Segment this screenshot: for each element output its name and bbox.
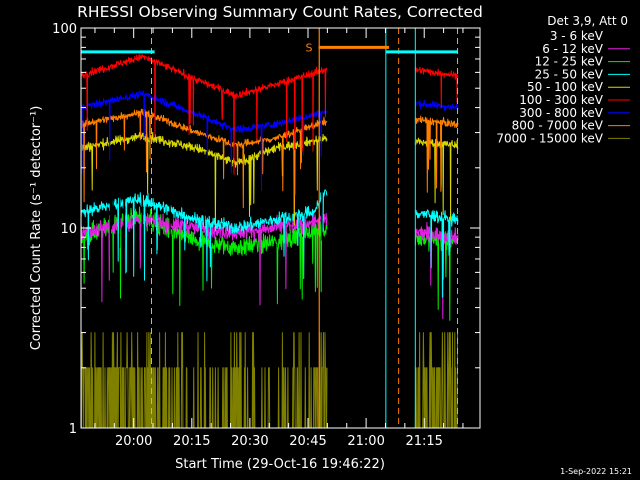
legend-header: Det 3,9, Att 0: [547, 14, 628, 28]
x-tick-label-2100: 21:00: [347, 434, 384, 449]
x-tick-label-2045: 20:45: [289, 434, 326, 449]
series-line-50-100kev-segment-1: [80, 131, 328, 231]
legend-label-3-6kev: 3 - 6 keV: [550, 29, 604, 43]
chart-title: RHESSI Observing Summary Count Rates, Co…: [77, 3, 483, 21]
series-line-300-800kev-segment-2: [414, 99, 459, 111]
date-stamp: 1-Sep-2022 15:21: [560, 467, 632, 476]
series-line-6-12kev-segment-1: [80, 209, 328, 306]
legend-label-6-12kev: 6 - 12 keV: [542, 42, 604, 56]
x-tick-label-2015: 20:15: [173, 434, 210, 449]
y-axis-label: Corrected Count Rate (s⁻¹ detector⁻¹): [29, 106, 44, 351]
x-tick-label-2115: 21:15: [405, 434, 442, 449]
legend-label-50-100kev: 50 - 100 keV: [527, 80, 604, 94]
legend-label-25-50kev: 25 - 50 keV: [535, 67, 604, 81]
series-line-100-300kev-segment-1: [80, 53, 328, 175]
series-line-800-7000kev-segment-2: [414, 115, 459, 193]
y-tick-label-10: 10: [60, 222, 77, 237]
plot-data-layer: [80, 53, 459, 429]
x-axis-ticks: 20:00 20:15 20:30 20:45 21:00 21:15: [94, 28, 464, 449]
y-tick-label-100: 100: [52, 22, 77, 37]
series-line-3-6kev-segment-1: [80, 170, 328, 257]
series-line-25-50kev-segment-1: [80, 189, 328, 282]
legend-label-100-300kev: 100 - 300 keV: [519, 93, 603, 107]
x-tick-label-2030: 20:30: [231, 434, 268, 449]
saa-label: S: [305, 41, 312, 54]
legend-label-7000-15000kev: 7000 - 15000 keV: [496, 131, 603, 145]
legend-label-800-7000kev: 800 - 7000 keV: [512, 119, 604, 133]
series-line-6-12kev-segment-2: [414, 221, 459, 320]
y-axis-ticks: 1 10 100: [52, 22, 480, 437]
series-line-300-800kev-segment-1: [80, 90, 328, 191]
legend-label-12-25kev: 12 - 25 keV: [535, 55, 604, 69]
x-tick-label-2000: 20:00: [115, 434, 152, 449]
y-tick-label-1: 1: [69, 422, 77, 437]
x-axis-label: Start Time (29-Oct-16 19:46:22): [175, 457, 385, 472]
legend-label-300-800kev: 300 - 800 keV: [519, 106, 603, 120]
series-line-800-7000kev-segment-1: [80, 108, 328, 212]
series-line-100-300kev-segment-2: [414, 66, 459, 108]
